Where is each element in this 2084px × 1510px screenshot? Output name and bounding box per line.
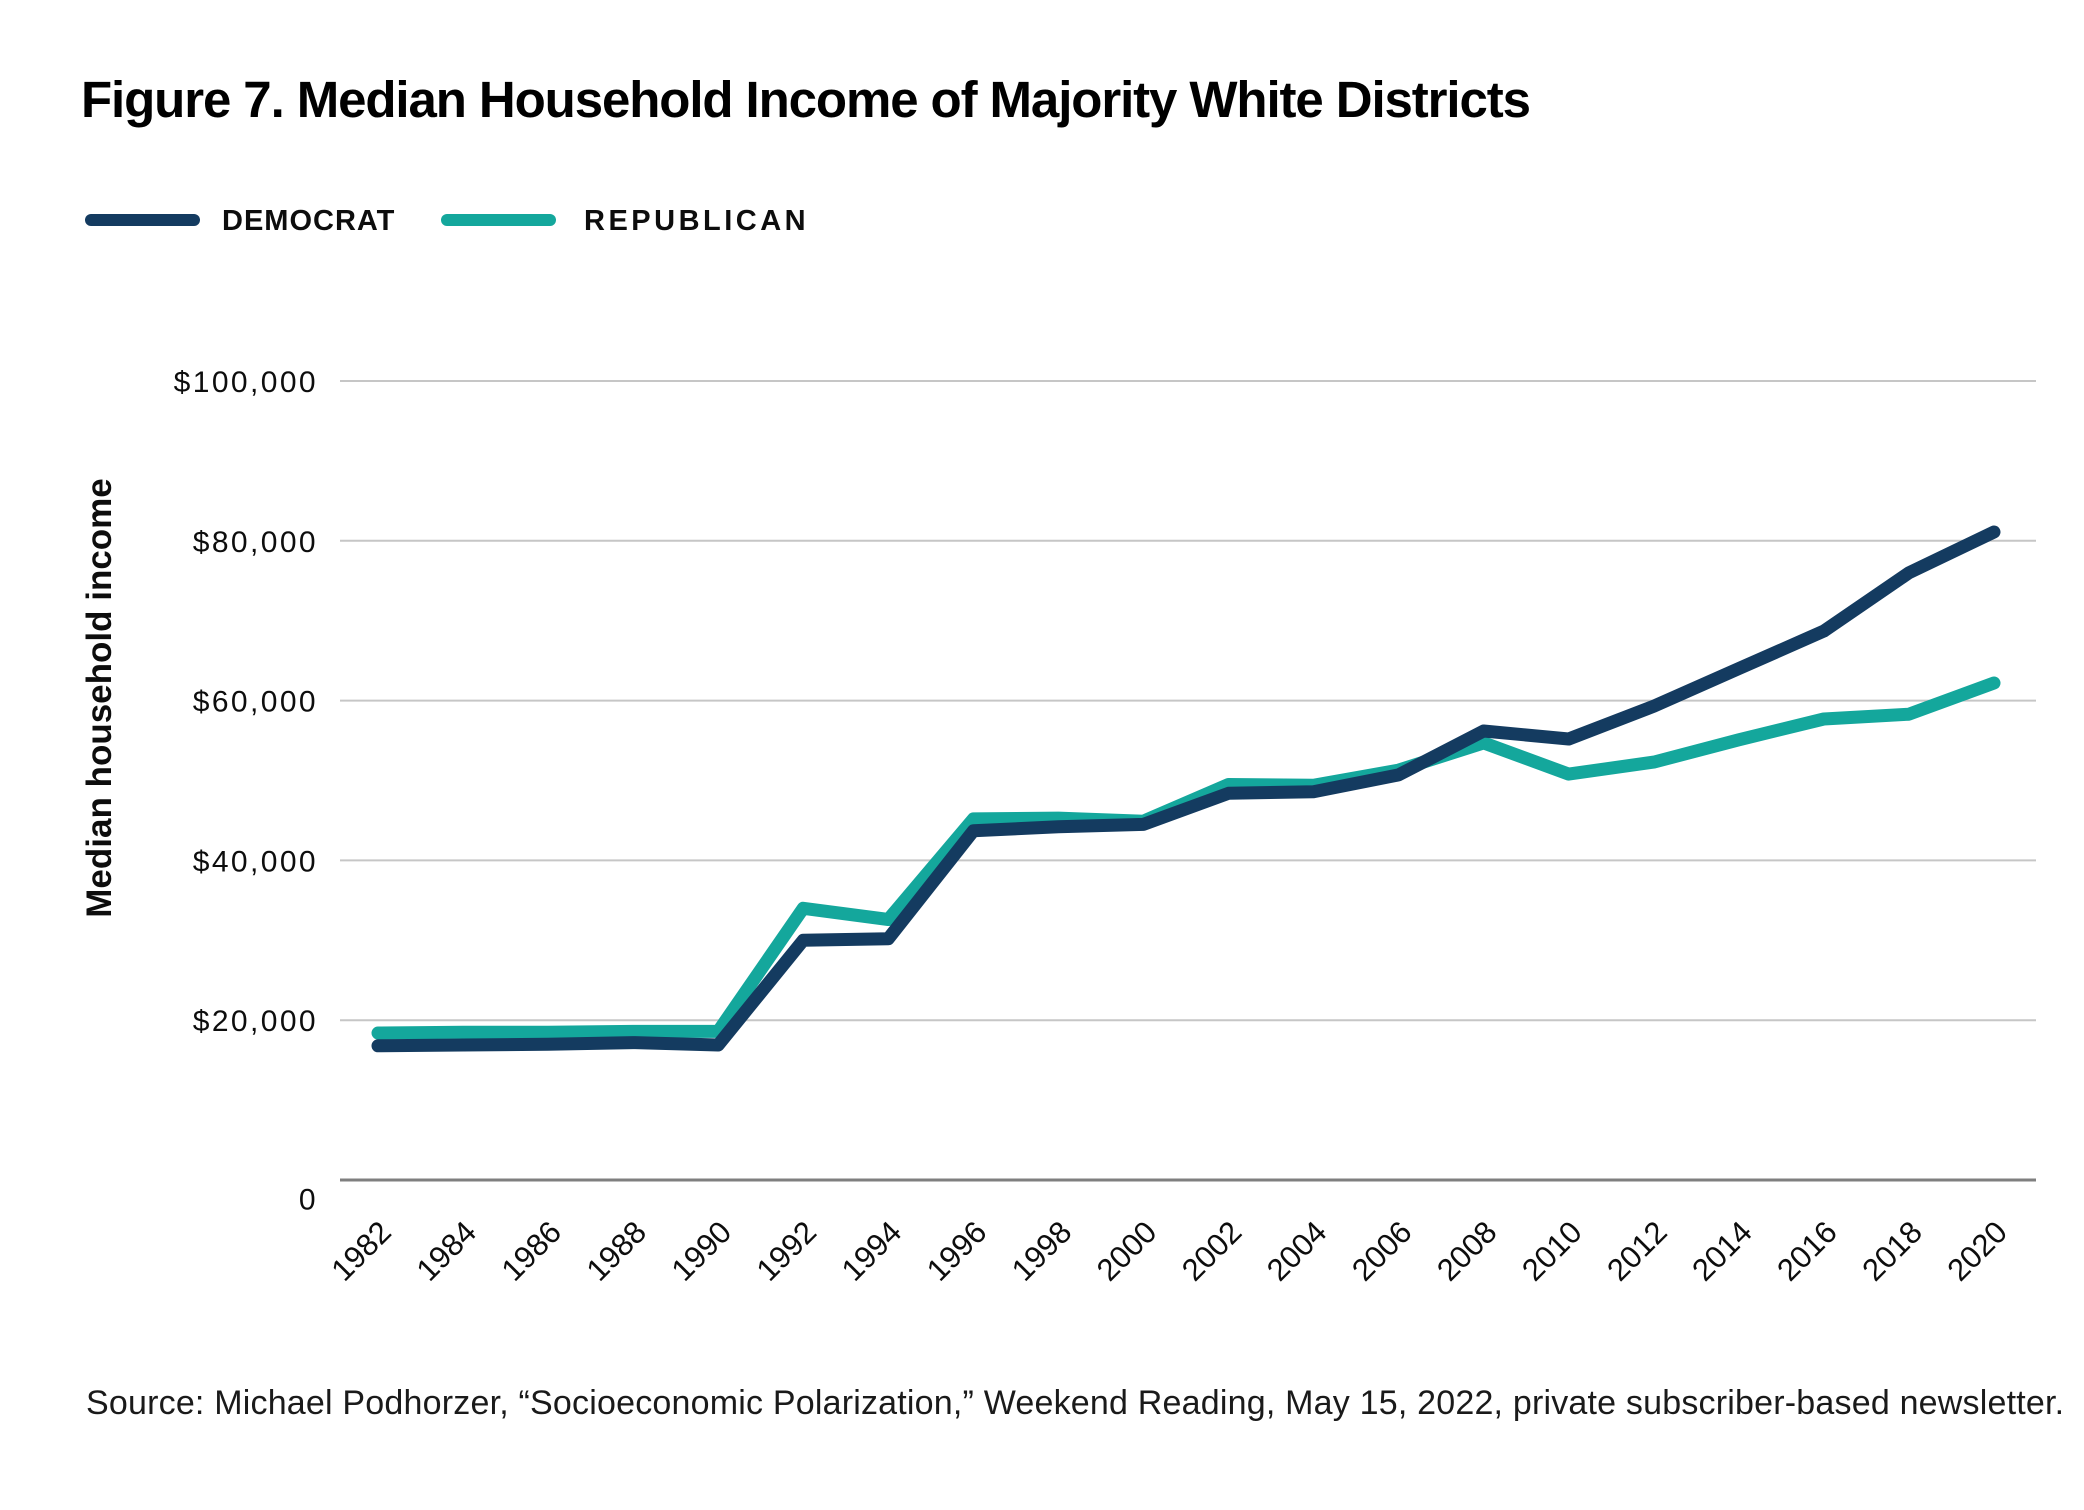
svg-text:Figure 7. Median Household Inc: Figure 7. Median Household Income of Maj… xyxy=(81,71,1530,128)
svg-text:$60,000: $60,000 xyxy=(193,686,318,719)
svg-text:0: 0 xyxy=(299,1184,318,1217)
svg-text:$80,000: $80,000 xyxy=(193,526,318,559)
svg-text:DEMOCRAT: DEMOCRAT xyxy=(222,205,395,237)
svg-text:REPUBLICAN: REPUBLICAN xyxy=(584,205,809,237)
svg-text:$20,000: $20,000 xyxy=(193,1005,318,1038)
svg-text:$100,000: $100,000 xyxy=(174,366,318,399)
svg-text:Source: Michael Podhorzer, “So: Source: Michael Podhorzer, “Socioeconomi… xyxy=(86,1384,2064,1422)
svg-text:$40,000: $40,000 xyxy=(193,845,318,878)
svg-text:Median household income: Median household income xyxy=(80,478,119,917)
